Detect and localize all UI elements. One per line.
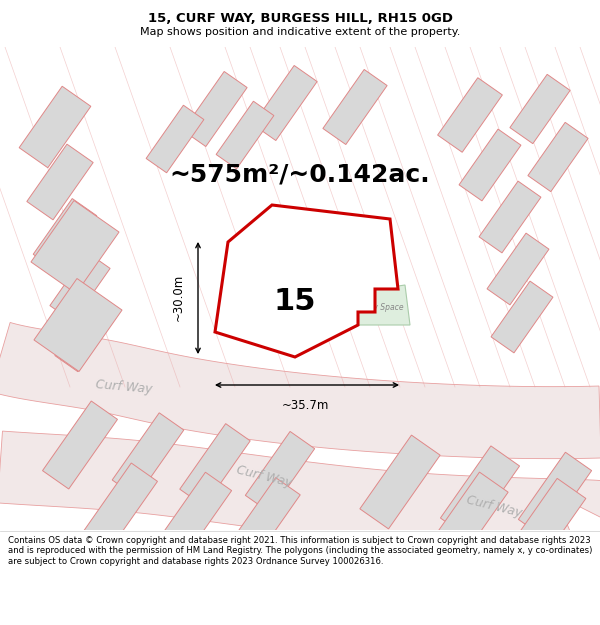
- Polygon shape: [518, 452, 592, 538]
- Polygon shape: [55, 302, 115, 372]
- Text: Map shows position and indicative extent of the property.: Map shows position and indicative extent…: [140, 27, 460, 37]
- Polygon shape: [437, 78, 502, 152]
- Polygon shape: [253, 66, 317, 141]
- Text: Curf Way: Curf Way: [95, 378, 153, 396]
- Polygon shape: [528, 122, 588, 192]
- Polygon shape: [146, 105, 204, 172]
- Polygon shape: [180, 424, 250, 506]
- Polygon shape: [43, 401, 118, 489]
- Text: Curf Way: Curf Way: [465, 494, 523, 520]
- Polygon shape: [230, 478, 300, 561]
- Polygon shape: [19, 86, 91, 168]
- Polygon shape: [491, 281, 553, 353]
- Polygon shape: [459, 129, 521, 201]
- Text: 15: 15: [274, 288, 316, 316]
- Polygon shape: [510, 74, 570, 144]
- Polygon shape: [183, 71, 247, 146]
- Text: Contains OS data © Crown copyright and database right 2021. This information is : Contains OS data © Crown copyright and d…: [8, 536, 592, 566]
- Polygon shape: [83, 463, 157, 551]
- Polygon shape: [31, 201, 119, 294]
- Polygon shape: [323, 69, 387, 144]
- Text: ~35.7m: ~35.7m: [281, 399, 329, 412]
- Polygon shape: [27, 144, 93, 220]
- Polygon shape: [360, 435, 440, 529]
- Text: ~575m²/~0.142ac.: ~575m²/~0.142ac.: [170, 163, 430, 187]
- Polygon shape: [34, 279, 122, 371]
- Text: 15, CURF WAY, BURGESS HILL, RH15 0GD: 15, CURF WAY, BURGESS HILL, RH15 0GD: [148, 12, 452, 25]
- Polygon shape: [245, 431, 314, 512]
- Polygon shape: [215, 205, 398, 357]
- Polygon shape: [33, 199, 97, 271]
- Text: Curf Way: Curf Way: [235, 464, 293, 490]
- Polygon shape: [487, 233, 549, 305]
- Polygon shape: [440, 446, 520, 538]
- Polygon shape: [358, 285, 410, 325]
- Polygon shape: [50, 253, 110, 322]
- Text: ~30.0m: ~30.0m: [172, 273, 185, 321]
- Polygon shape: [216, 101, 274, 169]
- Polygon shape: [0, 431, 600, 552]
- Polygon shape: [112, 412, 184, 498]
- Polygon shape: [0, 322, 600, 459]
- Polygon shape: [510, 478, 586, 566]
- Polygon shape: [158, 472, 232, 558]
- Polygon shape: [428, 472, 508, 566]
- Polygon shape: [479, 181, 541, 253]
- Text: Play Space: Play Space: [362, 304, 404, 312]
